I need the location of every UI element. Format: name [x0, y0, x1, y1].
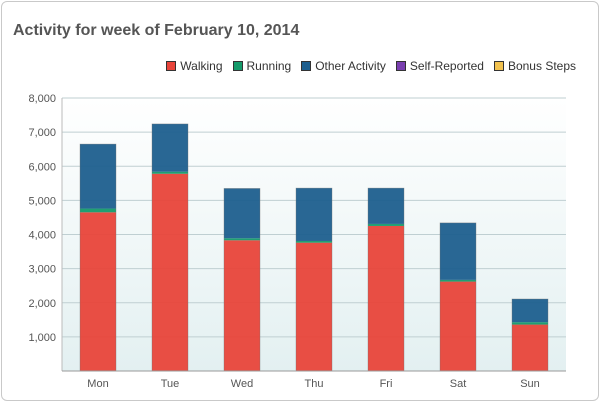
y-tick-label: 3,000	[28, 264, 56, 276]
x-tick-label: Fri	[380, 378, 393, 390]
y-tick-label: 4,000	[28, 230, 56, 242]
y-tick-label: 2,000	[28, 298, 56, 310]
legend-label-other-activity: Other Activity	[315, 59, 386, 73]
bar-other-activity-wed[interactable]	[224, 188, 260, 239]
legend-label-walking: Walking	[180, 59, 223, 73]
chart-title: Activity for week of February 10, 2014	[13, 22, 300, 39]
bar-other-activity-fri[interactable]	[368, 188, 404, 224]
axes: 1,000 2,000 3,000 4,000 5,000 6,000 7,000 8,000…	[28, 93, 566, 390]
legend-item-other-activity[interactable]: Other Activity	[301, 59, 386, 73]
y-tick-label: 6,000	[28, 161, 56, 173]
bar-other-activity-thu[interactable]	[296, 188, 332, 241]
legend-swatch-running	[232, 61, 243, 71]
bar-running-tue[interactable]	[152, 171, 188, 174]
legend-label-running: Running	[246, 59, 292, 73]
bar-walking-wed[interactable]	[224, 240, 260, 371]
bar-walking-sat[interactable]	[440, 281, 476, 371]
x-tick-label: Sun	[520, 378, 540, 390]
bar-other-activity-mon[interactable]	[80, 144, 116, 209]
legend-swatch-other-activity	[301, 61, 312, 71]
legend-swatch-self-reported	[395, 61, 406, 71]
legend-item-bonus-steps[interactable]: Bonus Steps	[493, 59, 576, 73]
chart-legend: Walking Running Other Activity Self-Repo…	[156, 59, 576, 73]
bar-running-sat[interactable]	[440, 279, 476, 282]
bar-walking-mon[interactable]	[80, 212, 116, 371]
bar-walking-thu[interactable]	[296, 242, 332, 371]
bar-other-activity-tue[interactable]	[152, 123, 188, 172]
bar-walking-sun[interactable]	[512, 324, 548, 371]
bar-other-activity-sun[interactable]	[512, 298, 548, 323]
bar-other-activity-sat[interactable]	[440, 222, 476, 280]
x-tick-label: Mon	[87, 378, 108, 390]
y-tick-label: 1,000	[28, 332, 56, 344]
legend-item-running[interactable]: Running	[232, 59, 292, 73]
bar-running-thu[interactable]	[296, 240, 332, 243]
bar-running-wed[interactable]	[224, 238, 260, 241]
legend-label-self-reported: Self-Reported	[409, 59, 484, 73]
bar-walking-fri[interactable]	[368, 225, 404, 371]
y-tick-label: 7,000	[28, 127, 56, 139]
legend-swatch-bonus-steps	[493, 61, 504, 71]
bar-running-fri[interactable]	[368, 223, 404, 226]
legend-item-walking[interactable]: Walking	[166, 59, 223, 73]
legend-item-self-reported[interactable]: Self-Reported	[395, 59, 484, 73]
legend-label-bonus-steps: Bonus Steps	[507, 59, 576, 73]
x-tick-label: Thu	[305, 378, 324, 390]
bar-running-sun[interactable]	[512, 322, 548, 325]
bar-walking-tue[interactable]	[152, 173, 188, 371]
y-tick-label: 5,000	[28, 195, 56, 207]
bars	[79, 123, 549, 372]
x-tick-label: Wed	[231, 378, 253, 390]
legend-swatch-walking	[166, 61, 177, 71]
x-tick-label: Sat	[450, 378, 467, 390]
y-tick-label: 8,000	[28, 93, 56, 105]
bar-running-mon[interactable]	[80, 208, 116, 213]
x-tick-label: Tue	[161, 378, 180, 390]
